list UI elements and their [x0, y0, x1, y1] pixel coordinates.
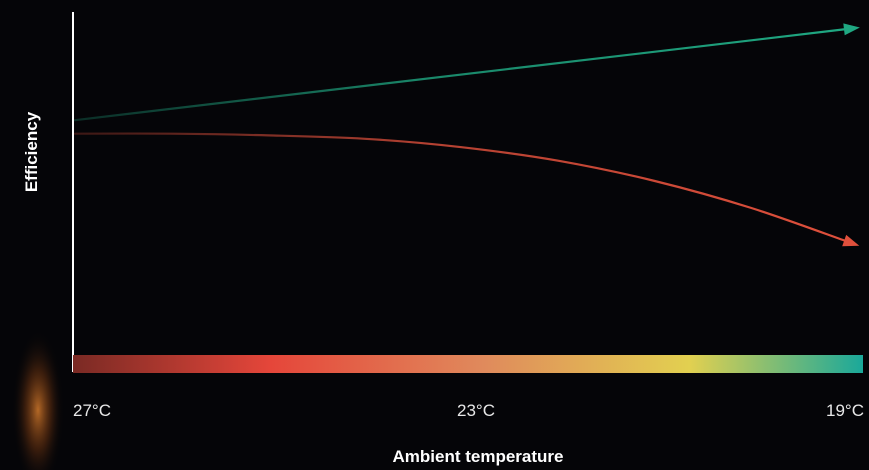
background-glow [12, 330, 64, 470]
x-tick-label-19: 19°C [826, 401, 864, 420]
y-axis-title: Efficiency [22, 111, 41, 192]
temperature-color-scale [73, 355, 863, 373]
x-tick-label-23: 23°C [457, 401, 495, 420]
x-axis-title: Ambient temperature [393, 447, 564, 466]
x-tick-label-27: 27°C [73, 401, 111, 420]
series-arrowhead-1 [843, 23, 860, 36]
series-arrowhead-2 [842, 234, 860, 247]
series-line-2 [73, 132, 850, 243]
series-layer [73, 23, 860, 247]
series-line-1 [73, 27, 850, 122]
